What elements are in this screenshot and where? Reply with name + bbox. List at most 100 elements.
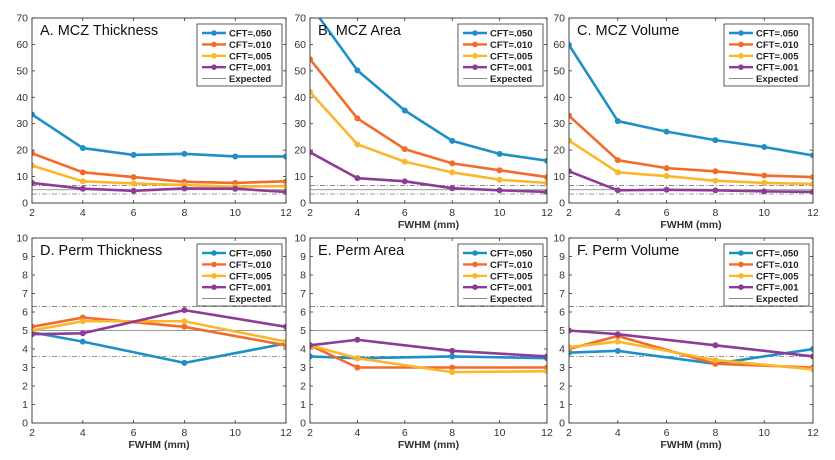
legend-label: Expected <box>490 294 532 305</box>
y-tick-label: 40 <box>16 92 28 104</box>
data-point <box>307 2 313 8</box>
legend-label: CFT=.050 <box>756 29 799 40</box>
plot-frame <box>31 17 287 204</box>
x-tick-label: 6 <box>131 207 137 219</box>
data-point <box>79 330 86 337</box>
y-tick-label: 1 <box>22 399 28 411</box>
data-point <box>449 160 456 167</box>
data-point <box>544 188 547 195</box>
series-line <box>569 347 813 366</box>
legend-label: CFT=.010 <box>490 40 533 51</box>
series-line <box>569 44 813 157</box>
data-point <box>496 176 503 183</box>
legend-marker <box>211 261 217 268</box>
x-tick-label: 10 <box>229 427 241 439</box>
data-point <box>810 366 813 373</box>
data-point <box>712 177 719 184</box>
series-line <box>569 329 813 358</box>
data-point <box>32 162 35 169</box>
data-point <box>712 342 719 349</box>
data-point <box>181 318 188 325</box>
series-line <box>569 139 813 186</box>
legend-marker <box>472 261 478 268</box>
legend-marker <box>472 30 478 36</box>
series-line <box>317 18 547 163</box>
x-axis-label: FWHM (mm) <box>398 219 459 231</box>
series-line <box>310 338 547 358</box>
data-point <box>449 185 456 192</box>
data-point <box>79 338 86 345</box>
y-tick-label: 4 <box>300 344 306 356</box>
x-tick-label: 8 <box>712 427 718 439</box>
data-point <box>712 168 719 175</box>
data-point <box>32 179 35 186</box>
x-axis-label: FWHM (mm) <box>398 439 459 451</box>
panel-title: D. Perm Thickness <box>40 243 162 259</box>
x-tick-label: 10 <box>758 207 770 219</box>
legend-marker <box>472 284 478 291</box>
series-line <box>310 344 547 369</box>
x-tick-label: 6 <box>402 427 408 439</box>
legend-label: CFT=.001 <box>229 283 272 294</box>
data-point <box>569 168 572 175</box>
data-point <box>449 369 456 376</box>
legend-label: CFT=.050 <box>229 29 272 40</box>
data-point <box>354 175 361 182</box>
y-tick-label: 10 <box>553 233 565 245</box>
data-point <box>181 307 188 314</box>
series-line <box>310 91 547 185</box>
y-tick-label: 60 <box>553 39 565 51</box>
data-point <box>449 137 456 144</box>
panel-title: F. Perm Volume <box>577 243 679 259</box>
series-line <box>32 152 286 185</box>
data-point <box>401 178 408 185</box>
data-point <box>354 336 361 343</box>
series-line <box>569 114 813 179</box>
data-point <box>761 143 768 150</box>
y-tick-label: 30 <box>294 118 306 130</box>
panel-title: B. MCZ Area <box>318 23 402 39</box>
data-point <box>614 157 621 164</box>
x-tick-label: 2 <box>566 207 572 219</box>
legend-label: Expected <box>756 74 798 85</box>
data-point <box>79 178 86 185</box>
y-tick-label: 40 <box>553 92 565 104</box>
data-point <box>232 185 239 192</box>
data-point <box>283 153 286 160</box>
x-tick-label: 4 <box>615 207 621 219</box>
legend-label: CFT=.005 <box>229 271 272 282</box>
data-point <box>544 368 547 375</box>
y-tick-label: 2 <box>22 381 28 393</box>
data-point <box>614 118 621 125</box>
data-point <box>283 338 286 345</box>
panel-3: 0 10 20 30 40 50 60 70 2 4 6 8 10 12 FWHM (mm) C. MCZ V… <box>553 13 819 232</box>
x-tick-label: 8 <box>449 427 455 439</box>
data-point <box>130 174 137 181</box>
legend-label: CFT=.005 <box>756 271 799 282</box>
data-point <box>810 174 813 181</box>
legend-label: CFT=.010 <box>229 40 272 51</box>
data-layer <box>32 306 286 366</box>
series-line <box>310 344 547 374</box>
x-tick-label: 8 <box>181 207 187 219</box>
data-point <box>614 347 621 354</box>
x-tick-label: 2 <box>566 427 572 439</box>
y-tick-label: 4 <box>559 344 565 356</box>
data-point <box>544 179 547 186</box>
data-point <box>449 353 456 360</box>
legend-label: CFT=.001 <box>229 63 272 74</box>
x-tick-label: 12 <box>807 207 819 219</box>
y-tick-label: 50 <box>294 65 306 77</box>
data-point <box>663 186 670 193</box>
data-point <box>449 347 456 354</box>
legend-marker <box>472 64 478 70</box>
series-line <box>32 308 286 336</box>
legend-label: CFT=.050 <box>490 249 533 260</box>
data-point <box>544 174 547 181</box>
data-point <box>569 137 572 144</box>
x-tick-label: 10 <box>758 427 770 439</box>
y-tick-label: 6 <box>559 307 565 319</box>
data-point <box>614 169 621 176</box>
